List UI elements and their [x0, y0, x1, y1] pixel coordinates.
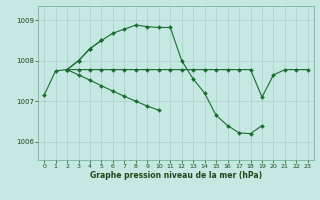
X-axis label: Graphe pression niveau de la mer (hPa): Graphe pression niveau de la mer (hPa)	[90, 171, 262, 180]
